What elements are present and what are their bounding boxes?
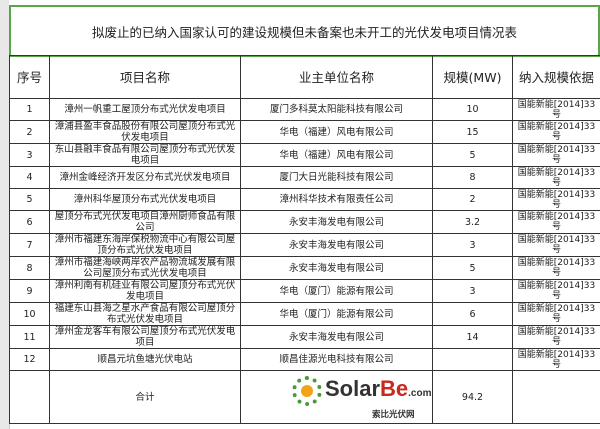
cell-project[interactable]: 漳州金龙客车有限公司屋顶分布式光伏发电项目 [49, 325, 241, 349]
cell-no[interactable]: 1 [9, 98, 50, 121]
cell-owner[interactable]: 永安丰海发电有限公司 [240, 210, 433, 234]
cell-basis[interactable]: 国能新能[2014]33号 [512, 256, 600, 280]
cell-no[interactable]: 5 [9, 188, 50, 211]
cell-scale[interactable]: 3 [432, 279, 513, 303]
cell-owner[interactable]: 厦门大日光能科技有限公司 [240, 166, 433, 189]
cell-basis[interactable]: 国能新能[2014]33号 [512, 120, 600, 144]
cell-scale[interactable]: 15 [432, 120, 513, 144]
cell-scale[interactable]: 2 [432, 188, 513, 211]
cell-project[interactable]: 福建东山县海之星水产食品有限公司屋顶分布式光伏发电项目 [49, 302, 241, 326]
logo-text: SolarBe.com [325, 375, 432, 401]
logo-cn-text: 索比光伏网 [372, 410, 415, 420]
cell-project[interactable]: 漳州金峰经济开发区分布式光伏发电项目 [49, 166, 241, 189]
cell-basis[interactable] [512, 370, 600, 424]
cell-owner[interactable]: 顺昌佳源光电科技有限公司 [240, 348, 433, 371]
table-row: 3 东山县融丰食品有限公司屋顶分布式光伏发电项目 华电（福建）风电有限公司 5 国能新能… [9, 143, 600, 167]
table-row: 9 漳州利南有机硅业有限公司屋顶分布式光伏发电项目 华电（厦门）能源有限公司 3 国能新… [9, 279, 600, 303]
cell-basis[interactable]: 国能新能[2014]33号 [512, 302, 600, 326]
header-project[interactable]: 项目名称 [49, 55, 241, 99]
table-row: 7 漳州市福建东海岸保税物流中心有限公司屋顶分布式光伏发电项目 永安丰海发电有限公司… [9, 233, 600, 257]
cell-no[interactable] [9, 370, 50, 424]
cell-no[interactable]: 12 [9, 348, 50, 371]
projects-table: 序号 项目名称 业主单位名称 规模(MW) 纳入规模依据 1 漳州一帆重工屋顶分布… [9, 55, 600, 424]
cell-scale[interactable]: 3.2 [432, 210, 513, 234]
cell-owner[interactable]: 华电（厦门）能源有限公司 [240, 302, 433, 326]
cell-scale[interactable]: 10 [432, 98, 513, 121]
cell-owner[interactable]: 漳州科华技术有限责任公司 [240, 188, 433, 211]
cell-scale[interactable]: 5 [432, 256, 513, 280]
header-no[interactable]: 序号 [9, 55, 50, 99]
cell-no[interactable]: 11 [9, 325, 50, 349]
cell-no[interactable]: 7 [9, 233, 50, 257]
total-row: 合计 94.2 [9, 370, 600, 424]
cell-scale[interactable]: 6 [432, 302, 513, 326]
cell-scale[interactable]: 3 [432, 233, 513, 257]
cell-project[interactable]: 漳州利南有机硅业有限公司屋顶分布式光伏发电项目 [49, 279, 241, 303]
cell-basis[interactable]: 国能新能[2014]33号 [512, 98, 600, 121]
cell-owner[interactable]: 永安丰海发电有限公司 [240, 233, 433, 257]
flower-logo-icon [292, 376, 322, 406]
table-row: 2 漳浦县盈丰食品股份有限公司屋顶分布式光伏发电项目 华电（福建）风电有限公司 15 国… [9, 120, 600, 144]
total-label[interactable]: 合计 [49, 370, 241, 424]
header-row: 序号 项目名称 业主单位名称 规模(MW) 纳入规模依据 [9, 55, 600, 99]
cell-no[interactable]: 8 [9, 256, 50, 280]
cell-owner[interactable]: 永安丰海发电有限公司 [240, 256, 433, 280]
solarbe-logo: SolarBe.com [292, 376, 432, 406]
table-row: 11 漳州金龙客车有限公司屋顶分布式光伏发电项目 永安丰海发电有限公司 14 国能新能[… [9, 325, 600, 349]
cell-basis[interactable]: 国能新能[2014]33号 [512, 325, 600, 349]
cell-basis[interactable]: 国能新能[2014]33号 [512, 166, 600, 189]
cell-scale[interactable] [432, 348, 513, 371]
cell-no[interactable]: 2 [9, 120, 50, 144]
cell-project[interactable]: 屋顶分布式光伏发电项目漳州厨师食品有限公司 [49, 210, 241, 234]
table-row: 10 福建东山县海之星水产食品有限公司屋顶分布式光伏发电项目 华电（厦门）能源有限公… [9, 302, 600, 326]
cell-basis[interactable]: 国能新能[2014]33号 [512, 210, 600, 234]
cell-project[interactable]: 漳浦县盈丰食品股份有限公司屋顶分布式光伏发电项目 [49, 120, 241, 144]
cell-basis[interactable]: 国能新能[2014]33号 [512, 348, 600, 371]
cell-basis[interactable]: 国能新能[2014]33号 [512, 279, 600, 303]
cell-no[interactable]: 9 [9, 279, 50, 303]
cell-owner[interactable]: 华电（厦门）能源有限公司 [240, 279, 433, 303]
header-basis[interactable]: 纳入规模依据 [512, 55, 600, 99]
header-owner[interactable]: 业主单位名称 [240, 55, 433, 99]
cell-no[interactable]: 10 [9, 302, 50, 326]
cell-project[interactable]: 漳州科华屋顶分布式光伏发电项目 [49, 188, 241, 211]
table-row: 4 漳州金峰经济开发区分布式光伏发电项目 厦门大日光能科技有限公司 8 国能新能[201… [9, 166, 600, 189]
cell-no[interactable]: 3 [9, 143, 50, 167]
cell-no[interactable]: 4 [9, 166, 50, 189]
table-row: 8 漳州市福建海峡两岸农产品物流城发展有限公司屋顶分布式光伏发电项目 永安丰海发电有… [9, 256, 600, 280]
cell-project[interactable]: 漳州市福建东海岸保税物流中心有限公司屋顶分布式光伏发电项目 [49, 233, 241, 257]
cell-basis[interactable]: 国能新能[2014]33号 [512, 143, 600, 167]
cell-scale[interactable]: 5 [432, 143, 513, 167]
cell-project[interactable]: 东山县融丰食品有限公司屋顶分布式光伏发电项目 [49, 143, 241, 167]
cell-project[interactable]: 顺昌元坑鱼塘光伏电站 [49, 348, 241, 371]
cell-scale[interactable]: 8 [432, 166, 513, 189]
cell-owner[interactable]: 永安丰海发电有限公司 [240, 325, 433, 349]
cell-owner[interactable]: 华电（福建）风电有限公司 [240, 143, 433, 167]
table-row: 12 顺昌元坑鱼塘光伏电站 顺昌佳源光电科技有限公司 国能新能[2014]33号 [9, 348, 600, 371]
table-row: 1 漳州一帆重工屋顶分布式光伏发电项目 厦门多科莫太阳能科技有限公司 10 国能新能[2… [9, 98, 600, 121]
table-row: 6 屋顶分布式光伏发电项目漳州厨师食品有限公司 永安丰海发电有限公司 3.2 国能新能[… [9, 210, 600, 234]
cell-owner[interactable] [240, 370, 433, 424]
cell-basis[interactable]: 国能新能[2014]33号 [512, 233, 600, 257]
cell-scale[interactable]: 14 [432, 325, 513, 349]
cell-project[interactable]: 漳州一帆重工屋顶分布式光伏发电项目 [49, 98, 241, 121]
table-row: 5 漳州科华屋顶分布式光伏发电项目 漳州科华技术有限责任公司 2 国能新能[2014]3… [9, 188, 600, 211]
cell-owner[interactable]: 厦门多科莫太阳能科技有限公司 [240, 98, 433, 121]
cell-project[interactable]: 漳州市福建海峡两岸农产品物流城发展有限公司屋顶分布式光伏发电项目 [49, 256, 241, 280]
header-scale[interactable]: 规模(MW) [432, 55, 513, 99]
cell-owner[interactable]: 华电（福建）风电有限公司 [240, 120, 433, 144]
table-title[interactable]: 拟废止的已纳入国家认可的建设规模但未备案也未开工的光伏发电项目情况表 [9, 5, 600, 57]
cell-basis[interactable]: 国能新能[2014]33号 [512, 188, 600, 211]
total-scale[interactable]: 94.2 [432, 370, 513, 424]
cell-no[interactable]: 6 [9, 210, 50, 234]
